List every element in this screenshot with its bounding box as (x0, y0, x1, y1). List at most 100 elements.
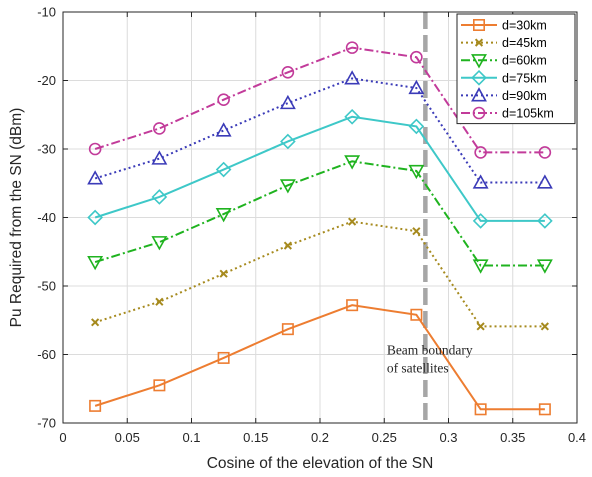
data-point (472, 18, 485, 31)
legend-item: d=30km (461, 19, 547, 33)
data-point (471, 87, 487, 102)
data-point (217, 351, 230, 364)
series-line (94, 160, 545, 267)
legend-item: d=60km (461, 54, 547, 69)
data-point (87, 255, 104, 271)
grid (63, 12, 577, 423)
series-line (94, 77, 545, 184)
annotation-line: Beam boundary (387, 343, 473, 358)
data-point (408, 164, 425, 180)
data-point (345, 41, 359, 54)
data-point (472, 174, 489, 189)
data-point (472, 259, 489, 274)
data-point (153, 122, 166, 135)
series-d=30km (89, 299, 551, 416)
y-tick-label: -60 (37, 347, 56, 362)
data-point (410, 308, 423, 321)
data-point (219, 269, 228, 278)
y-tick-label: -40 (37, 210, 56, 225)
data-point (153, 379, 166, 392)
data-point (471, 54, 487, 69)
data-point (151, 236, 168, 251)
data-point (279, 179, 296, 194)
x-tick-label: 0.1 (182, 430, 200, 445)
data-point (344, 108, 360, 125)
annotation-line: of satellites (387, 361, 449, 376)
legend-item: d=105km (461, 107, 554, 121)
series-d=45km (91, 217, 549, 331)
data-point (538, 403, 551, 416)
data-point (408, 118, 425, 135)
legend-label: d=30km (502, 19, 547, 33)
data-point (281, 65, 295, 79)
legend-label: d=75km (502, 71, 547, 85)
data-point (344, 155, 361, 170)
data-point (348, 217, 357, 226)
data-point (155, 297, 164, 306)
data-point (476, 322, 485, 331)
data-point (215, 122, 232, 137)
data-point (408, 79, 425, 95)
data-point (471, 69, 487, 86)
legend-item: d=75km (461, 69, 547, 86)
legend-label: d=60km (502, 54, 547, 68)
x-tick-label: 0.15 (243, 430, 268, 445)
series-line (94, 115, 545, 222)
data-point (474, 38, 484, 47)
x-tick-label: 0.35 (500, 430, 525, 445)
x-tick-label: 0.4 (568, 430, 586, 445)
series-line (94, 304, 545, 411)
data-point (346, 299, 359, 312)
data-point (472, 106, 486, 120)
series-d=75km (87, 108, 553, 229)
data-point (540, 322, 549, 331)
data-point (87, 170, 104, 185)
data-point (536, 259, 553, 274)
series-d=90km (87, 70, 553, 189)
legend-item: d=90km (461, 87, 547, 103)
x-tick-label: 0.2 (311, 430, 329, 445)
y-axis-title: Pu Required from the SN (dBm) (8, 108, 25, 328)
y-tick-label: -10 (37, 5, 56, 20)
legend-box (456, 13, 576, 125)
series-d=105km (88, 41, 552, 159)
y-tick-label: -20 (37, 73, 56, 88)
data-point (279, 94, 296, 110)
data-point (474, 403, 487, 416)
data-point (88, 142, 102, 156)
data-point (151, 150, 168, 165)
y-tick-label: -30 (37, 142, 56, 157)
data-point (537, 213, 553, 229)
data-point (151, 189, 168, 205)
series-line (94, 220, 545, 328)
data-point (538, 146, 552, 159)
legend-item: d=45km (461, 36, 547, 50)
data-point (281, 323, 294, 336)
series-layer (87, 41, 553, 416)
series-line (94, 46, 545, 154)
data-point (215, 207, 232, 223)
ticks: 0 0.05 0.1 0.15 0.2 0.25 0.3 0.35 0.4 -70 -60 -50 -4… (37, 5, 586, 446)
data-point (217, 93, 230, 106)
data-point (472, 213, 489, 229)
x-tick-label: 0.3 (439, 430, 457, 445)
data-point (89, 399, 102, 412)
data-point (215, 161, 232, 178)
data-point (412, 227, 421, 236)
y-tick-label: -70 (37, 416, 56, 431)
annotation: Beam boundary of satellites (387, 343, 473, 376)
data-point (344, 70, 361, 85)
legend-label: d=90km (502, 89, 547, 103)
data-point (283, 241, 292, 250)
x-axis-title: Cosine of the elevation of the SN (207, 455, 434, 472)
data-point (536, 174, 553, 189)
data-point (474, 146, 487, 159)
y-tick-label: -50 (37, 279, 56, 294)
legend: d=30km d=45km d=60km d=75km d=90km d=105km (456, 13, 576, 125)
data-point (410, 50, 423, 64)
legend-label: d=45km (502, 36, 547, 50)
data-point (91, 318, 100, 327)
data-point (87, 209, 103, 226)
data-point (280, 133, 296, 150)
